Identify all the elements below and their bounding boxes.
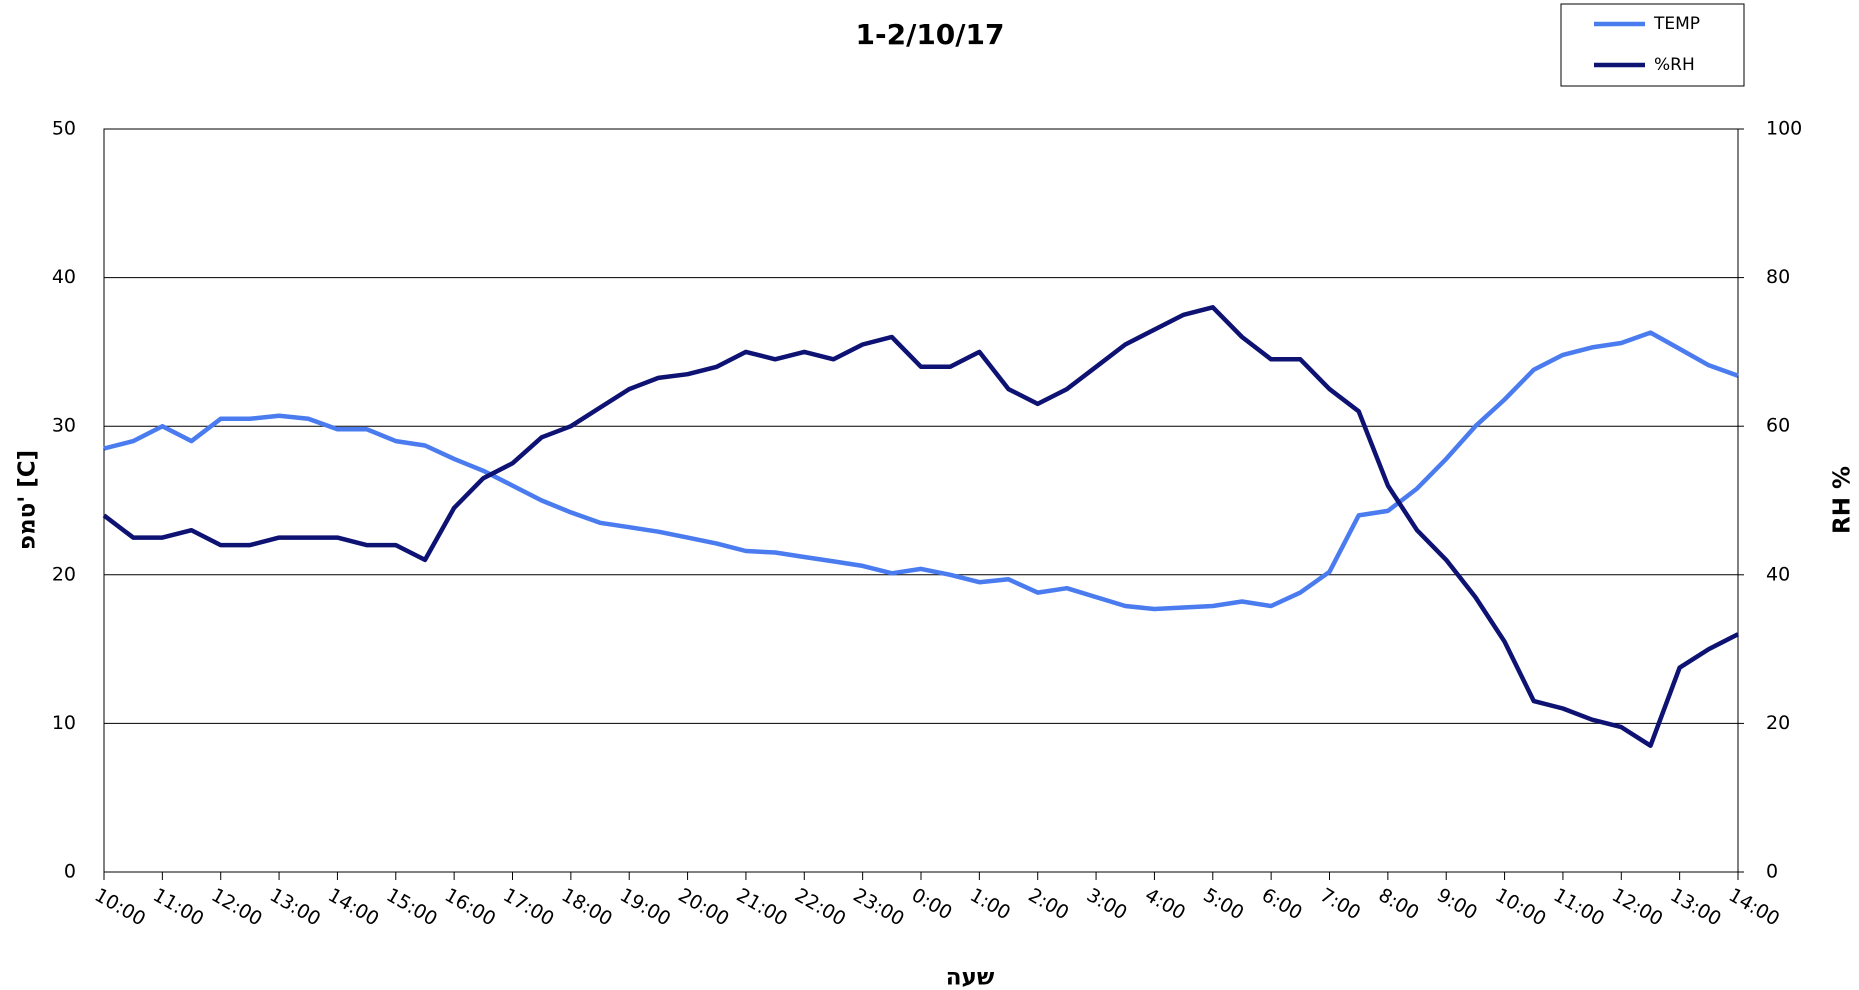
y-tick-label: 20 xyxy=(52,563,76,585)
x-tick-label: 8:00 xyxy=(1375,884,1423,924)
x-tick-label: 0:00 xyxy=(908,884,956,924)
y-tick-label: 10 xyxy=(52,712,76,734)
y-tick-label: 50 xyxy=(52,118,76,140)
x-tick-label: 18:00 xyxy=(558,884,616,930)
x-tick-label: 1:00 xyxy=(966,884,1014,924)
x-tick-label: 9:00 xyxy=(1433,884,1481,924)
x-tick-label: 4:00 xyxy=(1141,884,1189,924)
x-tick-label: 7:00 xyxy=(1316,884,1364,924)
legend-box xyxy=(1560,3,1745,87)
x-tick-label: 23:00 xyxy=(849,884,907,930)
legend-label: %RH xyxy=(1654,55,1695,75)
x-tick-label: 12:00 xyxy=(207,884,265,930)
x-tick-label: 21:00 xyxy=(733,884,791,930)
chart-title: 1-2/10/17 xyxy=(856,18,1005,51)
x-axis-label: שעה xyxy=(946,965,995,990)
x-tick-label: 22:00 xyxy=(791,884,849,930)
x-tick-label: 11:00 xyxy=(149,884,207,930)
x-tick-label: 16:00 xyxy=(441,884,499,930)
plot-frame xyxy=(103,128,1739,873)
x-tick-label: 19:00 xyxy=(616,884,674,930)
legend-label: TEMP xyxy=(1653,14,1700,34)
y2-tick-label: 60 xyxy=(1766,415,1790,437)
y-tick-label: 0 xyxy=(64,861,76,883)
y2-tick-label: 0 xyxy=(1766,861,1778,883)
x-tick-label: 10:00 xyxy=(91,884,149,930)
x-tick-label: 20:00 xyxy=(674,884,732,930)
series-line xyxy=(102,305,1740,748)
y2-tick-label: 40 xyxy=(1766,563,1790,585)
x-tick-label: 11:00 xyxy=(1550,884,1608,930)
x-tick-label: 12:00 xyxy=(1608,884,1666,930)
y2-tick-label: 20 xyxy=(1766,712,1790,734)
x-tick-label: 14:00 xyxy=(1725,884,1783,930)
y2-axis-label: RH % xyxy=(1830,466,1856,534)
y-axis-label: טמפ' [C] xyxy=(15,450,41,550)
x-tick-label: 10:00 xyxy=(1491,884,1549,930)
x-tick-label: 15:00 xyxy=(383,884,441,930)
y2-tick-label: 80 xyxy=(1766,266,1790,288)
series-line xyxy=(103,330,1739,612)
x-tick-label: 13:00 xyxy=(266,884,324,930)
y-tick-label: 30 xyxy=(52,415,76,437)
x-tick-label: 14:00 xyxy=(324,884,382,930)
x-tick-label: 5:00 xyxy=(1200,884,1248,924)
x-tick-label: 17:00 xyxy=(499,884,557,930)
x-tick-label: 13:00 xyxy=(1666,884,1724,930)
x-tick-label: 3:00 xyxy=(1083,884,1131,924)
x-tick-label: 2:00 xyxy=(1024,884,1072,924)
y-tick-label: 40 xyxy=(52,266,76,288)
x-tick-label: 6:00 xyxy=(1258,884,1306,924)
y2-tick-label: 100 xyxy=(1766,118,1802,140)
